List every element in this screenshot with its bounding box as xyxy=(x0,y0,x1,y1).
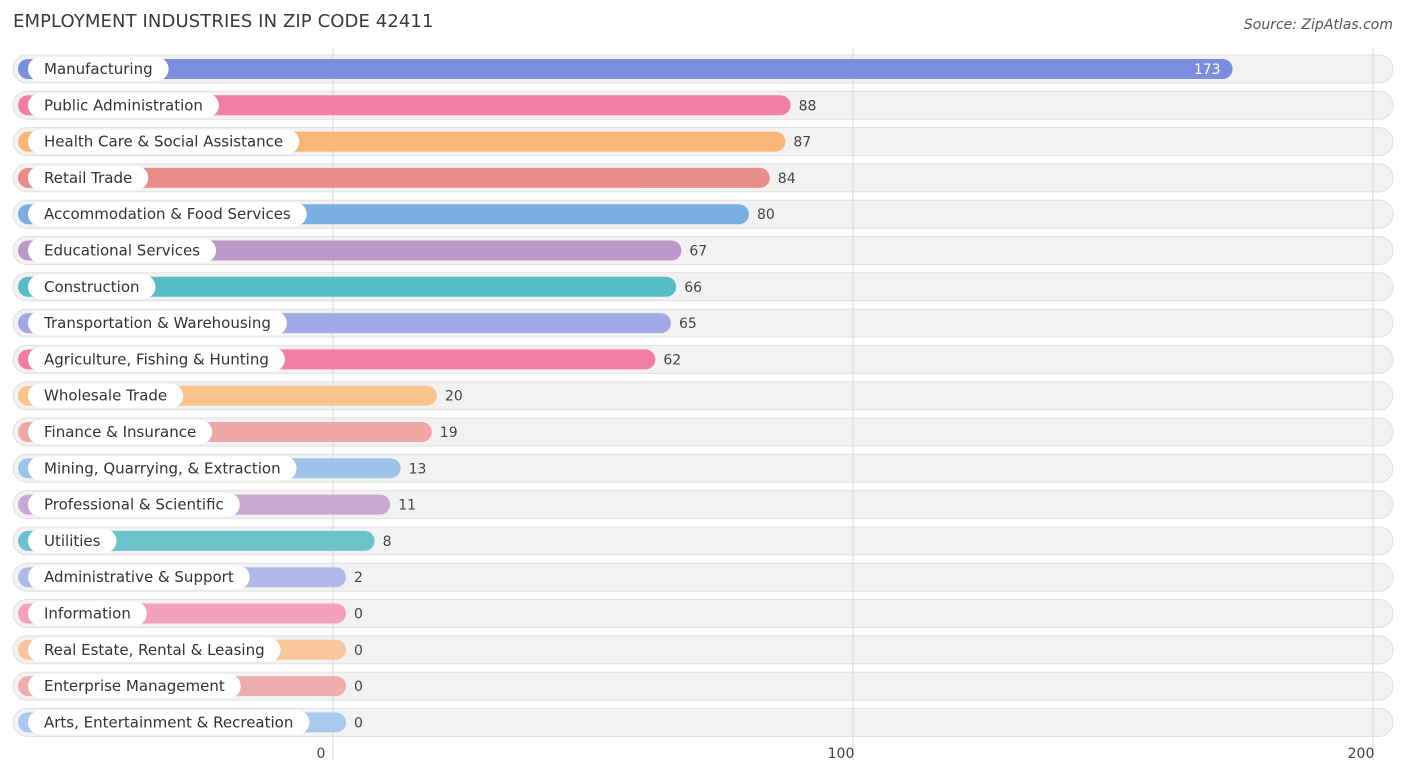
value-label: 87 xyxy=(793,135,811,151)
category-label: Real Estate, Rental & Leasing xyxy=(44,641,265,659)
x-tick-label: 200 xyxy=(1348,746,1375,762)
value-label: 62 xyxy=(663,352,681,368)
category-label: Health Care & Social Assistance xyxy=(44,133,283,151)
category-label: Arts, Entertainment & Recreation xyxy=(44,713,293,731)
category-label-pill xyxy=(28,311,287,336)
category-label: Utilities xyxy=(44,532,101,550)
value-label: 67 xyxy=(689,244,707,260)
category-label: Retail Trade xyxy=(44,169,132,187)
category-label: Construction xyxy=(44,278,140,296)
bars: Manufacturing 173 Public Administration 88 H… xyxy=(18,57,1233,735)
category-label: Enterprise Management xyxy=(44,677,225,695)
category-label-pill xyxy=(28,710,310,735)
value-label: 8 xyxy=(383,534,392,550)
category-label-pill xyxy=(28,601,147,626)
value-label: 84 xyxy=(778,171,796,187)
category-label-pill xyxy=(28,238,217,263)
value-label: 0 xyxy=(354,715,363,731)
category-label: Mining, Quarrying, & Extraction xyxy=(44,459,281,477)
category-label-pill xyxy=(28,456,297,481)
category-label: Transportation & Warehousing xyxy=(43,314,271,332)
category-label: Educational Services xyxy=(44,242,200,260)
bar xyxy=(18,167,770,188)
category-label-pill xyxy=(28,274,156,299)
category-label: Professional & Scientific xyxy=(44,496,224,514)
bar xyxy=(18,59,1233,79)
category-label-pill xyxy=(28,383,184,408)
value-label: 0 xyxy=(354,607,363,623)
category-label-pill xyxy=(28,420,213,444)
category-label: Wholesale Trade xyxy=(44,387,167,405)
value-label: 65 xyxy=(679,316,697,332)
value-label: 11 xyxy=(398,498,416,514)
value-label: 173 xyxy=(1194,62,1221,78)
category-label-pill xyxy=(28,492,240,517)
row-track xyxy=(12,671,1394,701)
category-label: Administrative & Support xyxy=(44,568,234,586)
x-tick-label: 100 xyxy=(828,746,855,762)
value-label: 19 xyxy=(440,425,458,441)
category-label-pill xyxy=(28,347,285,372)
category-label: Public Administration xyxy=(44,96,203,114)
category-label-pill xyxy=(28,637,281,662)
bar xyxy=(18,276,677,297)
category-label-pill xyxy=(28,565,250,590)
category-label-pill xyxy=(28,57,169,81)
category-label-pill xyxy=(28,93,219,118)
value-label: 0 xyxy=(354,679,363,695)
value-label: 13 xyxy=(409,461,427,477)
value-label: 0 xyxy=(354,643,363,659)
row-track xyxy=(12,707,1394,737)
chart-source: Source: ZipAtlas.com xyxy=(1243,17,1393,33)
value-label: 80 xyxy=(757,207,775,223)
row-track xyxy=(12,599,1394,628)
value-label: 66 xyxy=(684,280,702,296)
value-label: 2 xyxy=(354,570,363,586)
row-track xyxy=(12,635,1394,665)
category-label-pill xyxy=(28,528,117,553)
category-label: Information xyxy=(44,605,131,623)
category-label: Manufacturing xyxy=(44,60,153,78)
category-label-pill xyxy=(28,129,300,154)
row-track xyxy=(12,562,1394,592)
value-label: 88 xyxy=(799,98,817,114)
value-label: 20 xyxy=(445,389,463,405)
category-label: Agriculture, Fishing & Hunting xyxy=(44,350,269,368)
category-label: Accommodation & Food Services xyxy=(44,205,291,223)
x-tick-label: 0 xyxy=(317,746,326,762)
category-label: Finance & Insurance xyxy=(44,423,196,441)
category-label-pill xyxy=(28,674,241,699)
x-axis-ticks: 0 100 200 xyxy=(317,746,1375,762)
category-label-pill xyxy=(28,165,149,190)
chart-title: EMPLOYMENT INDUSTRIES IN ZIP CODE 42411 xyxy=(13,11,434,32)
category-label-pill xyxy=(28,202,307,227)
